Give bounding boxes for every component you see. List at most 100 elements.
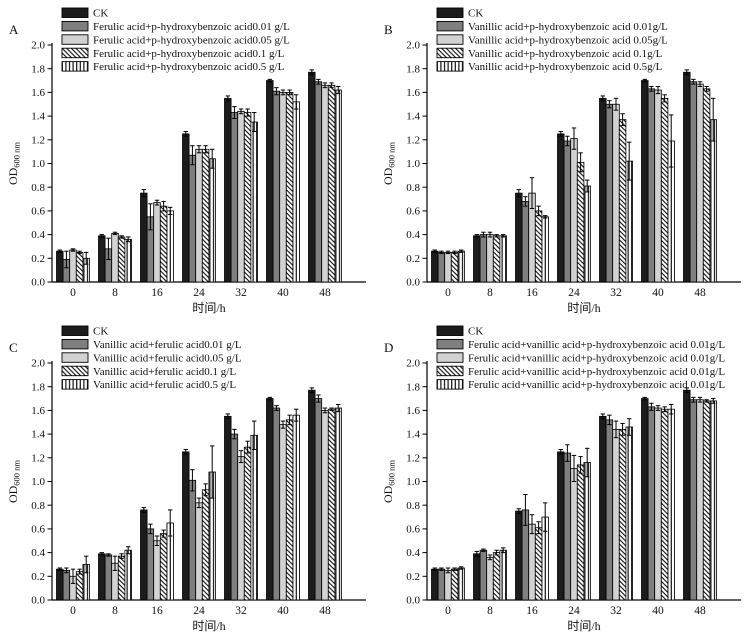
legend-label: Vanillic acid+ferulic acid0.1 g/L <box>93 366 236 378</box>
x-tick-label: 40 <box>277 287 289 299</box>
x-tick-label: 40 <box>652 605 664 617</box>
series-2 <box>437 78 698 283</box>
bar <box>457 250 465 283</box>
y-tick-label: 0.0 <box>406 277 420 289</box>
panel-label: B <box>384 22 393 37</box>
y-tick-label: 2.0 <box>406 358 420 370</box>
y-tick-label: 1.2 <box>406 134 420 146</box>
bar <box>528 523 536 601</box>
bar <box>314 81 323 283</box>
legend-label: Ferulic acid+p-hydroxybenzoic acid0.01 g… <box>93 21 290 33</box>
bar <box>444 251 452 283</box>
bar <box>479 234 488 283</box>
x-tick-label: 16 <box>526 605 538 617</box>
legend-item: Vanillic acid+ferulic acid0.5 g/L <box>61 379 236 391</box>
legend-label: CK <box>468 8 483 20</box>
y-tick-label: 0.4 <box>31 229 45 241</box>
y-axis-title: OD600 nm <box>381 142 397 185</box>
legend-item: Ferulic acid+vanillic acid+p-hydroxybenz… <box>436 338 725 351</box>
bar <box>709 119 717 283</box>
x-axis-title: 时间/h <box>567 619 600 633</box>
legend-label: Ferulic acid+vanillic acid+p-hydroxybenz… <box>468 339 725 351</box>
legend-label: Ferulic acid+vanillic acid+p-hydroxybenz… <box>468 366 725 378</box>
bar <box>195 502 203 601</box>
x-tick-label: 0 <box>70 287 76 299</box>
bar <box>696 83 704 283</box>
bar <box>188 479 197 601</box>
legend-label: CK <box>93 326 108 338</box>
bar <box>654 89 662 283</box>
bar <box>243 446 252 601</box>
bar <box>450 251 459 283</box>
bar <box>308 71 316 283</box>
bar <box>272 90 281 283</box>
bar <box>605 103 614 283</box>
x-tick-label: 0 <box>70 605 76 617</box>
y-tick-label: 1.2 <box>31 134 45 146</box>
x-tick-label: 40 <box>652 287 664 299</box>
series-5 <box>457 97 717 283</box>
x-tick-label: 48 <box>319 287 331 299</box>
legend-swatch <box>61 20 89 32</box>
bar <box>696 399 704 601</box>
bar <box>473 235 481 283</box>
legend-item: Ferulic acid+vanillic acid+p-hydroxybenz… <box>436 352 725 364</box>
bar <box>321 410 329 601</box>
chart-svg-D: D 0.0 0.2 0.4 0.6 0.8 1.0 1.2 1.4 1.6 1.8 2.0 OD600 … <box>381 325 741 633</box>
bar <box>195 148 203 283</box>
bar <box>111 233 119 283</box>
series-4 <box>75 407 336 601</box>
bar <box>570 138 578 283</box>
bar <box>140 192 148 283</box>
y-tick-label: 1.6 <box>31 405 45 417</box>
bar <box>599 415 607 601</box>
bar <box>250 121 258 283</box>
bar <box>243 112 252 283</box>
bar <box>625 426 633 601</box>
bar <box>479 549 488 601</box>
bar <box>534 210 543 283</box>
chart-svg-C: C 0.0 0.2 0.4 0.6 0.8 1.0 1.2 1.4 1.6 1.8 2.0 OD600 … <box>6 325 366 633</box>
bar <box>583 185 591 283</box>
chart-svg-B: B 0.0 0.2 0.4 0.6 0.8 1.0 1.2 1.4 1.6 1.8 2.0 OD600 … <box>381 7 741 315</box>
legend-item: CK <box>61 7 108 20</box>
bar <box>230 433 239 601</box>
bar <box>437 251 446 283</box>
legend-swatch <box>436 61 464 72</box>
bar <box>709 400 717 601</box>
legend-item: Vanillic acid+p-hydroxybenzoic acid 0.01… <box>436 20 668 33</box>
bar <box>201 148 210 283</box>
bar <box>279 424 287 601</box>
bar <box>683 71 691 283</box>
bar <box>450 568 459 601</box>
bar <box>166 210 174 283</box>
y-tick-label: 1.8 <box>406 63 420 75</box>
bar <box>702 400 711 601</box>
y-tick-label: 2.0 <box>31 358 45 370</box>
bar <box>321 84 329 283</box>
bar <box>576 161 585 283</box>
y-tick-label: 0.2 <box>31 253 45 265</box>
legend-swatch <box>61 365 89 377</box>
bar <box>104 554 113 601</box>
x-tick-label: 16 <box>526 287 538 299</box>
panel-label: C <box>9 340 18 355</box>
bar <box>499 549 507 601</box>
bar <box>250 434 258 601</box>
y-tick-label: 0.4 <box>31 547 45 559</box>
series-3 <box>69 82 329 283</box>
legend-label: Vanillic acid+p-hydroxybenzoic acid 0.05… <box>468 34 668 46</box>
y-tick-label: 0.2 <box>406 253 420 265</box>
y-tick-label: 0.6 <box>31 524 45 536</box>
series-5 <box>457 398 717 601</box>
y-tick-label: 2.0 <box>406 40 420 52</box>
legend-swatch <box>436 7 464 18</box>
y-tick-label: 1.4 <box>406 111 420 123</box>
bar <box>557 451 565 601</box>
y-tick-label: 1.8 <box>31 381 45 393</box>
legend-swatch <box>61 379 89 390</box>
legend-label: Ferulic acid+p-hydroxybenzoic acid0.1 g/… <box>93 48 285 60</box>
y-tick-label: 2.0 <box>31 40 45 52</box>
bar <box>689 399 698 601</box>
legend-swatch <box>61 34 89 45</box>
